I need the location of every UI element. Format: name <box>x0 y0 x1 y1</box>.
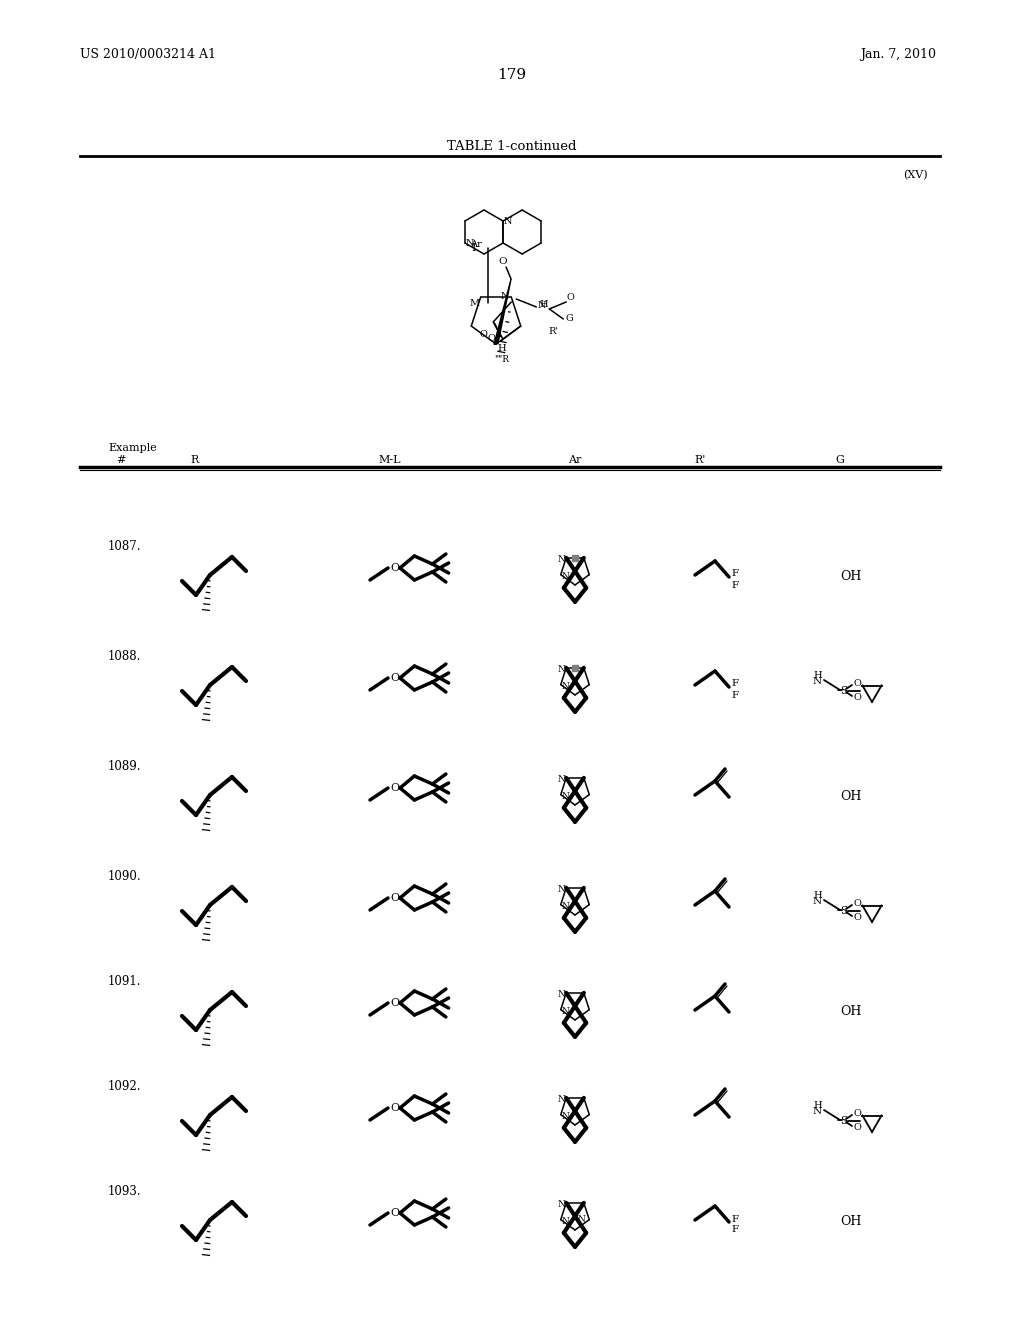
Text: 1093.: 1093. <box>108 1185 141 1199</box>
Text: 1089.: 1089. <box>108 760 141 774</box>
Text: N: N <box>557 556 565 565</box>
Text: Jan. 7, 2010: Jan. 7, 2010 <box>860 48 936 61</box>
Text: R': R' <box>548 327 558 337</box>
Text: N: N <box>562 682 569 692</box>
Text: 1092.: 1092. <box>108 1080 141 1093</box>
Text: O: O <box>854 899 862 908</box>
Text: O: O <box>854 913 862 923</box>
Text: O: O <box>854 1110 862 1118</box>
Text: OH: OH <box>840 570 861 583</box>
Text: N: N <box>538 301 546 310</box>
Text: 1087.: 1087. <box>108 540 141 553</box>
Text: O: O <box>854 693 862 702</box>
Text: H: H <box>813 891 822 899</box>
Text: O: O <box>390 783 399 793</box>
Text: O: O <box>390 673 399 682</box>
Polygon shape <box>494 279 511 345</box>
Text: N: N <box>577 1216 585 1225</box>
Text: N: N <box>557 886 565 895</box>
Text: N: N <box>562 1113 569 1121</box>
Text: N: N <box>557 1096 565 1105</box>
Text: N: N <box>557 1200 565 1209</box>
Text: N: N <box>557 775 565 784</box>
Text: N: N <box>562 1217 569 1226</box>
Text: N: N <box>562 792 569 801</box>
Text: O: O <box>854 680 862 689</box>
Text: N: N <box>562 902 569 911</box>
Text: N: N <box>501 293 509 301</box>
Text: OH: OH <box>840 789 861 803</box>
Text: S: S <box>840 686 848 696</box>
Text: O: O <box>499 256 507 265</box>
Text: M: M <box>470 298 480 308</box>
Text: F: F <box>731 690 738 700</box>
Text: N: N <box>813 898 822 907</box>
Text: O: O <box>390 894 399 903</box>
Text: N: N <box>813 1107 822 1117</box>
Text: S: S <box>840 1115 848 1126</box>
Text: O: O <box>390 1208 399 1218</box>
Text: TABLE 1-continued: TABLE 1-continued <box>447 140 577 153</box>
Text: N: N <box>557 990 565 999</box>
Text: OH: OH <box>840 1214 861 1228</box>
Text: G: G <box>836 455 845 465</box>
Text: US 2010/0003214 A1: US 2010/0003214 A1 <box>80 48 216 61</box>
Text: O: O <box>390 1104 399 1113</box>
Text: O: O <box>566 293 574 302</box>
Text: O: O <box>487 334 496 342</box>
Text: 1091.: 1091. <box>108 975 141 987</box>
Text: N: N <box>813 677 822 686</box>
Text: F: F <box>731 569 738 578</box>
Text: G: G <box>565 314 573 323</box>
Text: 1090.: 1090. <box>108 870 141 883</box>
Text: O: O <box>854 1123 862 1133</box>
Text: H: H <box>540 301 548 309</box>
Text: Ar: Ar <box>470 240 482 249</box>
Text: Example: Example <box>108 444 157 453</box>
Text: H: H <box>813 1101 822 1110</box>
Text: #: # <box>116 455 125 465</box>
Text: O: O <box>390 998 399 1008</box>
Text: N: N <box>562 572 569 581</box>
Text: N: N <box>466 239 474 248</box>
Text: F: F <box>731 581 738 590</box>
Text: (XV): (XV) <box>903 170 928 181</box>
Text: O: O <box>479 330 487 339</box>
Text: N: N <box>504 216 513 226</box>
Text: N: N <box>557 665 565 675</box>
Text: M-L: M-L <box>379 455 401 465</box>
Text: R': R' <box>694 455 706 465</box>
Text: H: H <box>813 671 822 680</box>
Text: N: N <box>562 1007 569 1016</box>
Text: I: I <box>472 243 476 253</box>
Text: ""R: ""R <box>494 355 509 364</box>
Text: R: R <box>190 455 199 465</box>
Text: F: F <box>731 1214 738 1224</box>
Text: 179: 179 <box>498 69 526 82</box>
Text: F: F <box>731 680 738 689</box>
Text: OH: OH <box>840 1005 861 1018</box>
Text: O: O <box>390 564 399 573</box>
Text: H: H <box>497 345 506 352</box>
Text: S: S <box>840 906 848 916</box>
Text: 1088.: 1088. <box>108 649 141 663</box>
Text: F: F <box>731 1225 738 1234</box>
Text: Ar: Ar <box>568 455 582 465</box>
